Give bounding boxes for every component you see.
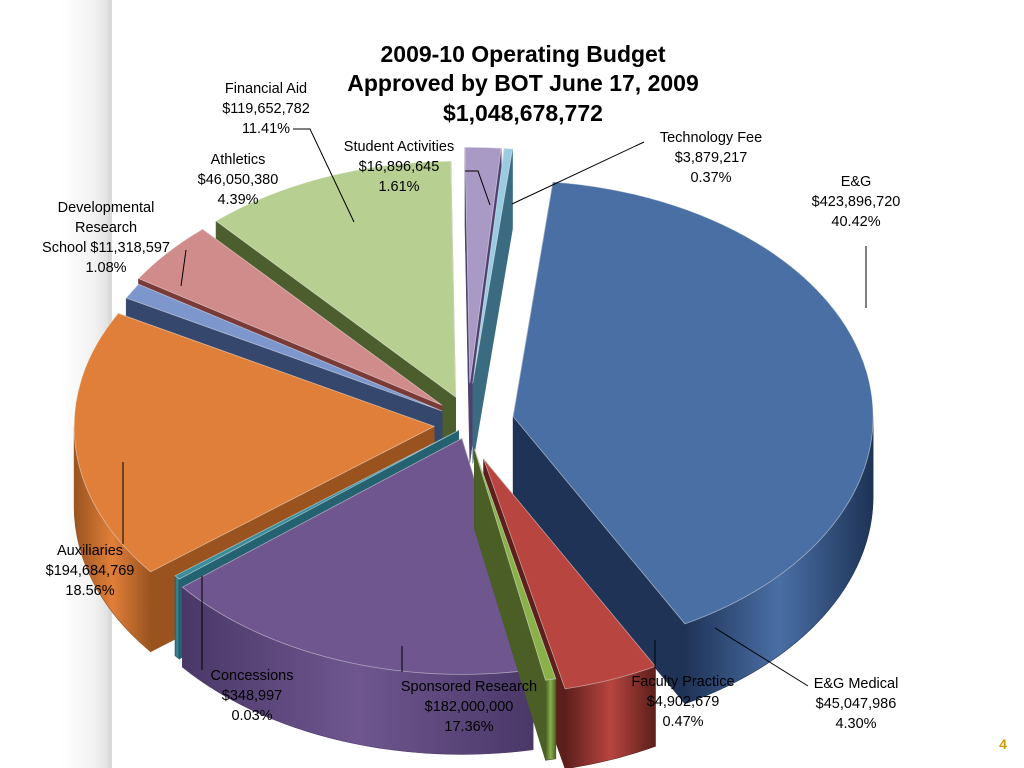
slice-label-line: 1.08% [85, 260, 126, 276]
slice-label-line: $16,896,645 [359, 159, 440, 175]
slice-label-line: $194,684,769 [46, 563, 135, 579]
slice-label-line: 17.36% [444, 719, 493, 735]
chart-title-line-2: Approved by BOT June 17, 2009 [347, 70, 699, 96]
slice-top-sponsored [181, 437, 534, 675]
slice-label-line: 11.41% [242, 121, 290, 137]
slice-top-eg [512, 181, 874, 625]
slice-label-line: Technology Fee [660, 130, 762, 146]
slice-label-line: Financial Aid [225, 81, 307, 97]
slice-label-line: $46,050,380 [198, 172, 279, 188]
slice-label-line: 0.37% [690, 170, 731, 186]
slice-label-eg_medical: E&G Medical $45,047,986 4.30% [814, 676, 899, 732]
slice-top-fin_aid [215, 160, 457, 398]
slice-top-concessions [174, 430, 459, 580]
pie-slices [73, 146, 874, 768]
slice-label-faculty: Faculty Practice $4,902,679 0.47% [631, 674, 734, 730]
slice-label-line: 0.03% [231, 708, 272, 724]
chart-title-line-3: $1,048,678,772 [443, 100, 603, 126]
leader-line-dev_research [180, 249, 187, 287]
slice-label-line: Developmental [58, 200, 155, 216]
slice-label-line: $4,902,679 [647, 694, 720, 710]
slice-label-student_act: Student Activities $16,896,645 1.61% [344, 139, 454, 195]
slice-label-line: E&G [841, 174, 872, 190]
slice-label-line: E&G Medical [814, 676, 899, 692]
slice-label-line: $45,047,986 [816, 696, 897, 712]
slice-top-student_act [464, 146, 502, 384]
slice-top-dev_research [125, 283, 443, 412]
slice-label-line: Student Activities [344, 139, 454, 155]
slice-label-line: $182,000,000 [425, 699, 514, 715]
slice-label-line: $119,652,782 [222, 101, 310, 117]
slice-outer-wall-concessions [174, 575, 180, 660]
slice-label-line: 40.42% [831, 214, 880, 230]
slice-outer-wall-faculty [545, 678, 557, 761]
slice-label-line: 1.61% [378, 179, 419, 195]
slice-label-line: Auxiliaries [57, 543, 123, 559]
slice-label-line: School $11,318,597 [42, 240, 170, 256]
slice-label-line: Sponsored Research [401, 679, 537, 695]
slice-top-faculty [473, 448, 557, 681]
slice-label-concessions: Concessions $348,997 0.03% [210, 668, 293, 724]
leader-line-student_act [465, 170, 491, 206]
slice-label-eg: E&G $423,896,720 40.42% [812, 174, 901, 230]
slice-label-line: Concessions [210, 668, 293, 684]
leader-line-tech_fee [511, 141, 645, 205]
slice-label-auxiliaries: Auxiliaries $194,684,769 18.56% [46, 543, 135, 599]
leader-line-eg_medical [714, 627, 809, 687]
slice-label-line: Faculty Practice [631, 674, 734, 690]
slice-label-sponsored: Sponsored Research $182,000,000 17.36% [401, 679, 537, 735]
slice-top-auxiliaries [73, 312, 436, 573]
slice-label-athletics: Athletics $46,050,380 4.39% [198, 152, 279, 208]
slice-label-line: $3,879,217 [675, 150, 748, 166]
slice-label-line: Athletics [211, 152, 266, 168]
leader-lines [122, 128, 867, 687]
slice-top-athletics [137, 228, 443, 406]
slice-top-tech_fee [472, 147, 514, 384]
slice-labels: E&G $423,896,720 40.42% E&G Medical $45,047,… [42, 81, 900, 735]
pie-slice-eg [512, 181, 874, 705]
pie-slice-sponsored [181, 437, 534, 755]
slice-label-line: 4.30% [835, 716, 876, 732]
leader-line-fin_aid [293, 128, 355, 223]
pie-slice-tech_fee [472, 147, 514, 464]
chart-title-line-1: 2009-10 Operating Budget [380, 41, 665, 67]
slice-label-dev_research: Developmental Research School $11,318,597 1… [42, 200, 170, 276]
slice-label-fin_aid: Financial Aid $119,652,782 11.41% [222, 81, 310, 137]
slice-label-line: 0.47% [662, 714, 703, 730]
slice-label-line: 18.56% [65, 583, 114, 599]
slice-label-tech_fee: Technology Fee $3,879,217 0.37% [660, 130, 762, 186]
slice-label-line: Research [75, 220, 137, 236]
slice-label-line: $423,896,720 [812, 194, 901, 210]
slice-label-line: 4.39% [217, 192, 258, 208]
page-number: 4 [999, 736, 1007, 752]
slice-label-line: $348,997 [222, 688, 282, 704]
chart-title: 2009-10 Operating Budget Approved by BOT… [347, 41, 699, 126]
pie-slice-faculty [473, 448, 557, 761]
